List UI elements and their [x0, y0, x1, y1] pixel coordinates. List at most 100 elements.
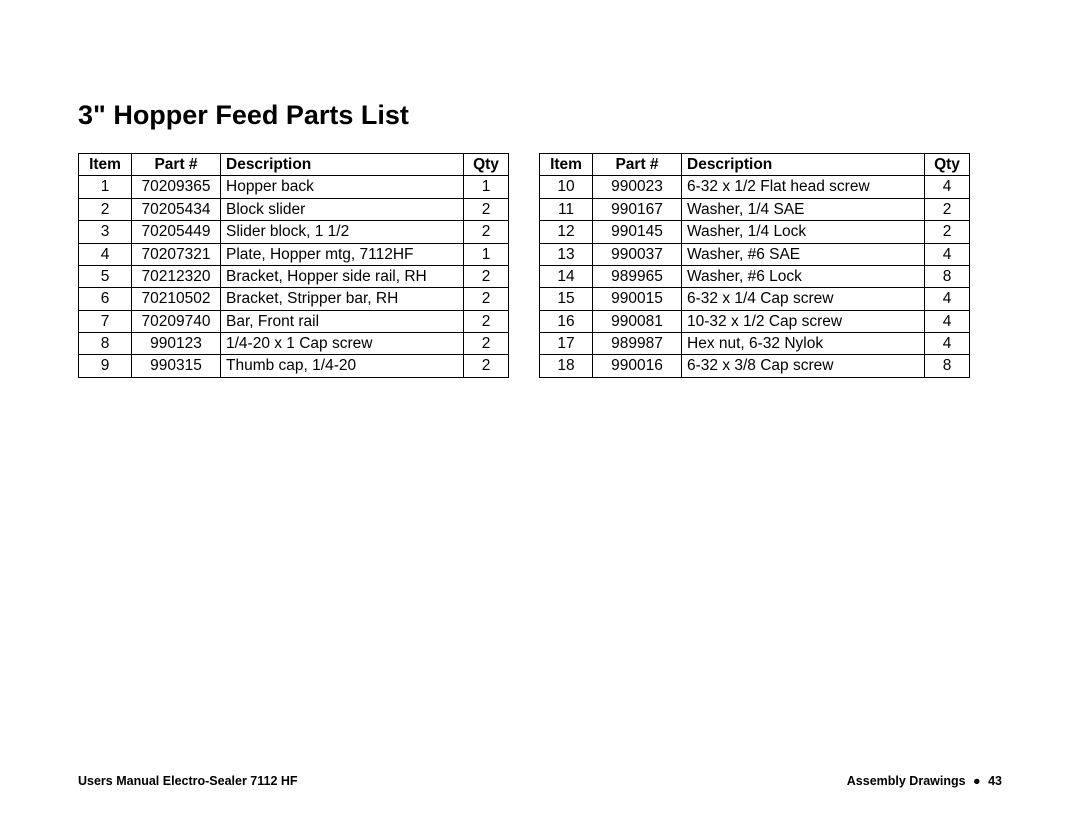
table-row: 159900156-32 x 1/4 Cap screw4: [540, 288, 970, 310]
cell-part: 990123: [132, 333, 221, 355]
header-part: Part #: [132, 154, 221, 176]
table-row: 770209740Bar, Front rail2: [79, 310, 509, 332]
cell-qty: 4: [925, 310, 970, 332]
cell-qty: 2: [464, 333, 509, 355]
cell-qty: 1: [464, 243, 509, 265]
table-row: 570212320Bracket, Hopper side rail, RH2: [79, 265, 509, 287]
table-row: 9990315Thumb cap, 1/4-202: [79, 355, 509, 377]
table-row: 670210502Bracket, Stripper bar, RH2: [79, 288, 509, 310]
table-header-row: Item Part # Description Qty: [79, 154, 509, 176]
cell-qty: 1: [464, 176, 509, 198]
cell-qty: 2: [464, 310, 509, 332]
cell-item: 11: [540, 198, 593, 220]
cell-qty: 4: [925, 288, 970, 310]
cell-part: 990023: [593, 176, 682, 198]
cell-qty: 2: [464, 288, 509, 310]
table-row: 13990037Washer, #6 SAE4: [540, 243, 970, 265]
cell-description: 10-32 x 1/2 Cap screw: [682, 310, 925, 332]
cell-description: Block slider: [221, 198, 464, 220]
footer-section: Assembly Drawings: [847, 774, 966, 788]
table-row: 189900166-32 x 3/8 Cap screw8: [540, 355, 970, 377]
cell-description: Washer, 1/4 SAE: [682, 198, 925, 220]
cell-item: 6: [79, 288, 132, 310]
parts-table-right: Item Part # Description Qty 109900236-32…: [539, 153, 970, 378]
cell-part: 989965: [593, 265, 682, 287]
cell-part: 990037: [593, 243, 682, 265]
cell-item: 4: [79, 243, 132, 265]
page-title: 3" Hopper Feed Parts List: [78, 100, 1002, 131]
cell-item: 3: [79, 221, 132, 243]
table-row: 370205449Slider block, 1 1/22: [79, 221, 509, 243]
cell-qty: 2: [464, 355, 509, 377]
footer-separator-icon: ●: [973, 774, 981, 788]
cell-qty: 8: [925, 265, 970, 287]
cell-part: 989987: [593, 333, 682, 355]
cell-item: 16: [540, 310, 593, 332]
table-row: 14989965Washer, #6 Lock8: [540, 265, 970, 287]
cell-item: 13: [540, 243, 593, 265]
cell-item: 7: [79, 310, 132, 332]
cell-item: 17: [540, 333, 593, 355]
cell-description: Washer, #6 Lock: [682, 265, 925, 287]
cell-part: 70205449: [132, 221, 221, 243]
table-row: 1699008110-32 x 1/2 Cap screw4: [540, 310, 970, 332]
cell-item: 2: [79, 198, 132, 220]
cell-part: 990167: [593, 198, 682, 220]
cell-part: 990081: [593, 310, 682, 332]
cell-description: 1/4-20 x 1 Cap screw: [221, 333, 464, 355]
cell-description: Slider block, 1 1/2: [221, 221, 464, 243]
header-item: Item: [79, 154, 132, 176]
cell-part: 70207321: [132, 243, 221, 265]
table-row: 17989987Hex nut, 6-32 Nylok4: [540, 333, 970, 355]
cell-description: Bracket, Hopper side rail, RH: [221, 265, 464, 287]
cell-description: Bar, Front rail: [221, 310, 464, 332]
table-row: 11990167Washer, 1/4 SAE2: [540, 198, 970, 220]
cell-part: 70212320: [132, 265, 221, 287]
page-footer: Users Manual Electro-Sealer 7112 HF Asse…: [78, 774, 1002, 788]
cell-qty: 2: [464, 265, 509, 287]
table-row: 170209365Hopper back1: [79, 176, 509, 198]
cell-description: Plate, Hopper mtg, 7112HF: [221, 243, 464, 265]
footer-right: Assembly Drawings ● 43: [847, 774, 1002, 788]
table-row: 109900236-32 x 1/2 Flat head screw4: [540, 176, 970, 198]
cell-item: 14: [540, 265, 593, 287]
cell-item: 12: [540, 221, 593, 243]
cell-part: 990016: [593, 355, 682, 377]
cell-item: 18: [540, 355, 593, 377]
footer-page-number: 43: [988, 774, 1002, 788]
cell-item: 15: [540, 288, 593, 310]
cell-description: Bracket, Stripper bar, RH: [221, 288, 464, 310]
cell-part: 990015: [593, 288, 682, 310]
header-qty: Qty: [925, 154, 970, 176]
cell-description: 6-32 x 1/4 Cap screw: [682, 288, 925, 310]
cell-description: Washer, #6 SAE: [682, 243, 925, 265]
cell-description: Thumb cap, 1/4-20: [221, 355, 464, 377]
table-row: 270205434Block slider2: [79, 198, 509, 220]
header-desc: Description: [221, 154, 464, 176]
cell-part: 70205434: [132, 198, 221, 220]
footer-left: Users Manual Electro-Sealer 7112 HF: [78, 774, 298, 788]
table-row: 89901231/4-20 x 1 Cap screw2: [79, 333, 509, 355]
cell-part: 990145: [593, 221, 682, 243]
cell-item: 8: [79, 333, 132, 355]
header-qty: Qty: [464, 154, 509, 176]
cell-part: 70209740: [132, 310, 221, 332]
header-part: Part #: [593, 154, 682, 176]
table-header-row: Item Part # Description Qty: [540, 154, 970, 176]
cell-qty: 4: [925, 333, 970, 355]
parts-table-left: Item Part # Description Qty 170209365Hop…: [78, 153, 509, 378]
header-desc: Description: [682, 154, 925, 176]
cell-description: Hex nut, 6-32 Nylok: [682, 333, 925, 355]
cell-description: 6-32 x 1/2 Flat head screw: [682, 176, 925, 198]
cell-part: 70209365: [132, 176, 221, 198]
cell-qty: 4: [925, 176, 970, 198]
cell-qty: 2: [925, 198, 970, 220]
cell-qty: 2: [464, 221, 509, 243]
cell-qty: 4: [925, 243, 970, 265]
header-item: Item: [540, 154, 593, 176]
cell-item: 1: [79, 176, 132, 198]
cell-part: 990315: [132, 355, 221, 377]
cell-qty: 2: [464, 198, 509, 220]
cell-description: Hopper back: [221, 176, 464, 198]
cell-item: 9: [79, 355, 132, 377]
